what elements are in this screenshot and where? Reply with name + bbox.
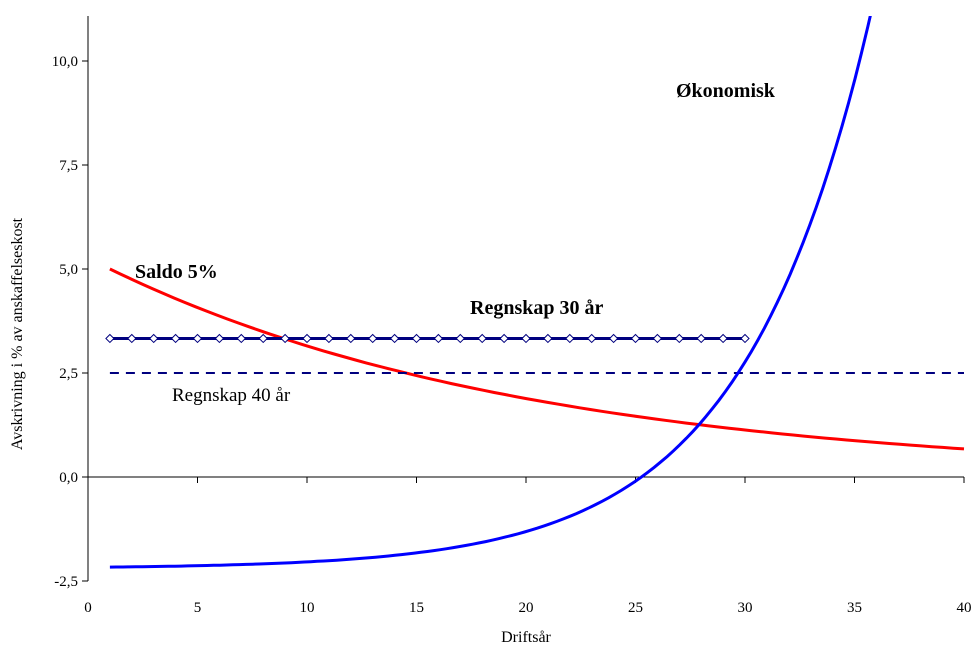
data-point-regnskap30 [346, 333, 356, 344]
data-point-regnskap30 [192, 333, 203, 344]
data-point-regnskap30 [740, 333, 750, 344]
data-point-regnskap30 [718, 333, 728, 344]
data-point-regnskap30 [586, 333, 597, 344]
data-point-regnskap30 [455, 333, 466, 344]
data-point-regnskap30 [280, 333, 290, 344]
y-tick-label: 10,0 [52, 54, 78, 70]
y-tick-label: 5,0 [59, 262, 78, 278]
data-point-regnskap30 [170, 333, 181, 344]
x-tick-label: 35 [847, 600, 862, 616]
x-tick-label: 40 [957, 600, 972, 616]
data-point-regnskap30 [258, 333, 268, 344]
x-tick-label: 5 [194, 600, 202, 616]
data-point-regnskap30 [674, 333, 685, 344]
annotation-saldo: Saldo 5% [135, 261, 218, 283]
y-axis-title: Avskrivning i % av anskaffelseskost [9, 217, 26, 450]
data-point-regnskap30 [652, 333, 663, 344]
data-point-regnskap30 [105, 333, 115, 344]
data-point-regnskap30 [477, 333, 487, 344]
x-tick-label: 25 [628, 600, 643, 616]
data-point-regnskap30 [324, 333, 334, 344]
annotation-okonomisk: Økonomisk [676, 80, 776, 102]
data-point-regnskap30 [389, 333, 400, 344]
data-point-regnskap30 [127, 333, 137, 344]
x-tick-label: 30 [738, 600, 753, 616]
ticks: 0 5 10 15 20 25 30 35 40 -2,5 0,0 2,5 5,0 7,5 10,0 [52, 54, 972, 616]
y-tick-label: 0,0 [59, 470, 78, 486]
x-tick-label: 0 [84, 600, 92, 616]
x-tick-label: 20 [519, 600, 534, 616]
x-tick-label: 10 [300, 600, 315, 616]
data-point-regnskap30 [608, 333, 619, 344]
annotation-regnskap-40: Regnskap 40 år [172, 385, 291, 406]
data-point-regnskap30 [543, 333, 553, 344]
series-layer [109, 16, 965, 569]
data-point-regnskap30 [521, 333, 531, 344]
data-point-regnskap30 [565, 333, 575, 344]
y-tick-label: -2,5 [54, 574, 78, 590]
data-point-regnskap30 [433, 333, 444, 344]
data-point-regnskap30 [367, 333, 378, 344]
data-point-regnskap30 [499, 333, 509, 344]
data-point-regnskap30 [214, 333, 225, 344]
annotation-regnskap-30: Regnskap 30 år [470, 297, 603, 319]
markers-layer [105, 333, 750, 344]
data-point-regnskap30 [236, 333, 247, 344]
data-point-regnskap30 [302, 333, 312, 344]
data-point-regnskap30 [630, 333, 641, 344]
y-tick-label: 7,5 [59, 158, 78, 174]
data-point-regnskap30 [411, 333, 422, 344]
y-tick-label: 2,5 [59, 366, 78, 382]
series-line-saldo [109, 267, 965, 451]
data-point-regnskap30 [696, 333, 706, 344]
series-line-okonomisk [109, 16, 872, 569]
x-tick-label: 15 [409, 600, 424, 616]
data-point-regnskap30 [148, 333, 159, 344]
x-axis-title: Driftsår [501, 629, 551, 646]
